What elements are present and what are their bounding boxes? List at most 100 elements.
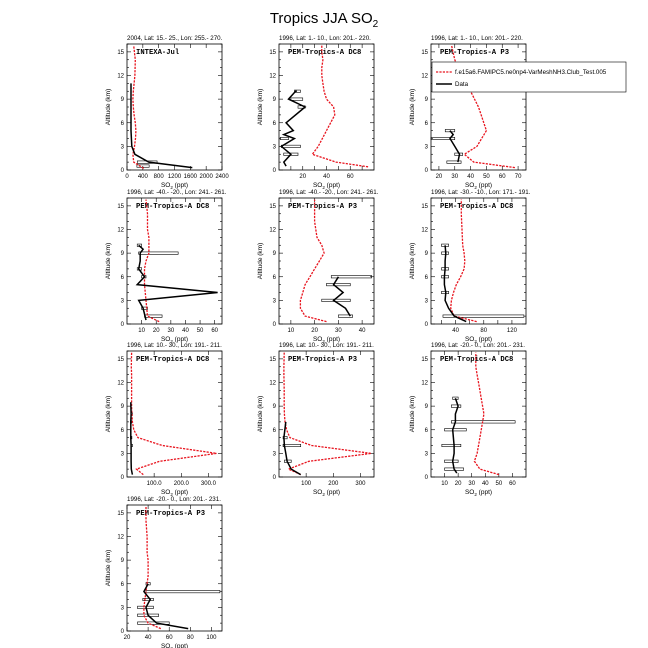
x-tick-label: 30 <box>451 174 458 180</box>
y-tick-label: 6 <box>425 275 429 281</box>
x-axis-label: SO2 (ppt) <box>465 336 492 344</box>
error-bar <box>444 129 456 133</box>
x-tick-label: 30 <box>335 328 342 334</box>
y-tick-label: 6 <box>425 428 429 434</box>
y-tick-label: 0 <box>273 322 277 328</box>
x-tick-label: 20 <box>124 635 131 641</box>
data-series-line <box>283 421 302 476</box>
panel-header: 1996, Lat: 1.- 10., Lon: 201.- 220. <box>431 35 523 42</box>
panel-header: 1996, Lat: -20.- 0., Lon: 201.- 231. <box>127 496 221 503</box>
y-tick-label: 15 <box>421 50 428 56</box>
x-tick-label: 20 <box>299 174 306 180</box>
panel-1: 2004, Lat: 15.- 25., Lon: 255.- 270. 0 3 6 9… <box>105 35 229 190</box>
x-axis-label: SO2 (ppt) <box>161 182 188 190</box>
error-bar <box>446 160 462 164</box>
model-series-line <box>299 199 327 323</box>
plot-frame <box>278 43 375 171</box>
model-series-line <box>143 506 162 630</box>
error-bar <box>326 283 351 287</box>
y-tick-label: 3 <box>121 298 125 304</box>
y-tick-label: 3 <box>121 605 125 611</box>
data-series-line <box>451 398 459 474</box>
x-axis-label: SO2 (ppt) <box>313 489 340 497</box>
model-series-line <box>130 352 217 476</box>
x-axis-label: SO2 (ppt) <box>313 182 340 190</box>
x-tick-label: 800 <box>154 174 165 180</box>
x-axis-label: SO2 (ppt) <box>161 336 188 344</box>
x-tick-label: 20 <box>153 328 160 334</box>
data-series-line <box>130 402 134 475</box>
error-bar <box>444 459 459 463</box>
model-series-line <box>283 352 372 476</box>
error-bar <box>451 404 462 408</box>
y-axis-label: Altitude (km) <box>105 243 112 279</box>
x-tick-label: 2400 <box>215 174 229 180</box>
error-bar <box>142 597 154 601</box>
y-axis-label: Altitude (km) <box>409 396 416 432</box>
error-bar <box>282 443 302 447</box>
panel-7: 1996, Lat: 10.- 30., Lon: 191.- 211. 0 3 6 9… <box>105 342 223 497</box>
x-axis-label: SO2 (ppt) <box>161 489 188 497</box>
x-tick-label: 0 <box>125 174 129 180</box>
campaign-label: PEM-Tropics-A P3 <box>136 510 205 518</box>
y-tick-label: 9 <box>121 97 125 103</box>
legend: f.e15a6.FAMIPC5.ne0np4-VarMeshNH3.Club_T… <box>431 61 627 93</box>
model-series-line <box>450 199 477 323</box>
x-axis-label: SO2 (ppt) <box>465 489 492 497</box>
x-tick-label: 60 <box>347 174 354 180</box>
x-tick-label: 200 <box>328 481 339 487</box>
data-series-line <box>143 583 189 630</box>
panel-2: 1996, Lat: 1.- 10., Lon: 201.- 220. 0 3 6 9 1… <box>257 35 375 190</box>
panel-header: 1996, Lat: 10.- 30., Lon: 191.- 211. <box>279 342 374 349</box>
figure-title: Tropics JJA SO2 <box>269 10 379 30</box>
campaign-label: PEM-Tropics-A P3 <box>288 356 357 364</box>
y-tick-label: 12 <box>117 228 124 234</box>
y-tick-label: 15 <box>117 357 124 363</box>
plot-frame <box>126 504 223 632</box>
panel-10: 1996, Lat: -20.- 0., Lon: 201.- 231. 0 3 6 9… <box>105 496 223 648</box>
y-tick-label: 12 <box>117 535 124 541</box>
x-axis-label: SO2 (ppt) <box>161 643 188 648</box>
y-tick-label: 12 <box>269 74 276 80</box>
campaign-label: PEM-Tropics-A P3 <box>288 203 357 211</box>
panel-header: 1996, Lat: 10.- 30., Lon: 191.- 211. <box>127 342 222 349</box>
campaign-label: PEM-Tropics-A DC8 <box>440 203 513 211</box>
y-axis-label: Altitude (km) <box>409 89 416 125</box>
y-tick-label: 6 <box>121 275 125 281</box>
y-tick-label: 0 <box>121 168 125 174</box>
error-bar <box>279 137 289 141</box>
error-bar <box>137 605 154 609</box>
y-axis-label: Altitude (km) <box>105 89 112 125</box>
y-axis-label: Altitude (km) <box>257 89 264 125</box>
panel-header: 1996, Lat: -20.- 0., Lon: 201.- 231. <box>431 342 525 349</box>
panel-header: 1996, Lat: -30.- -10., Lon: 171.- 191. <box>431 189 531 196</box>
campaign-label: INTEXA-Jul <box>136 49 180 57</box>
error-bar <box>451 420 516 424</box>
data-series-line <box>332 276 351 317</box>
error-bar <box>283 152 299 156</box>
x-tick-label: 80 <box>187 635 194 641</box>
x-tick-label: 10 <box>288 328 295 334</box>
panel-header: 1996, Lat: 1.- 10., Lon: 201.- 220. <box>279 35 371 42</box>
y-tick-label: 15 <box>421 357 428 363</box>
y-tick-label: 3 <box>273 144 277 150</box>
panel-header: 2004, Lat: 15.- 25., Lon: 255.- 270. <box>127 35 223 42</box>
y-tick-label: 12 <box>421 74 428 80</box>
y-tick-label: 9 <box>121 404 125 410</box>
y-tick-label: 6 <box>121 582 125 588</box>
error-bar <box>430 137 456 141</box>
panel-8: 1996, Lat: 10.- 30., Lon: 191.- 211. 0 3 6 9… <box>257 342 375 497</box>
x-tick-label: 100.0 <box>147 481 163 487</box>
x-tick-label: 80 <box>480 328 487 334</box>
y-axis-label: Altitude (km) <box>257 396 264 432</box>
x-tick-label: 50 <box>197 328 204 334</box>
y-tick-label: 3 <box>425 144 429 150</box>
panel-header: 1996, Lat: -40.- -20., Lon: 241.- 261. <box>279 189 379 196</box>
legend-data-label: Data <box>455 81 469 88</box>
y-tick-label: 6 <box>273 275 277 281</box>
plot-frame <box>126 43 223 171</box>
y-tick-label: 0 <box>121 475 125 481</box>
error-bar <box>138 251 179 255</box>
error-bar <box>137 621 170 625</box>
